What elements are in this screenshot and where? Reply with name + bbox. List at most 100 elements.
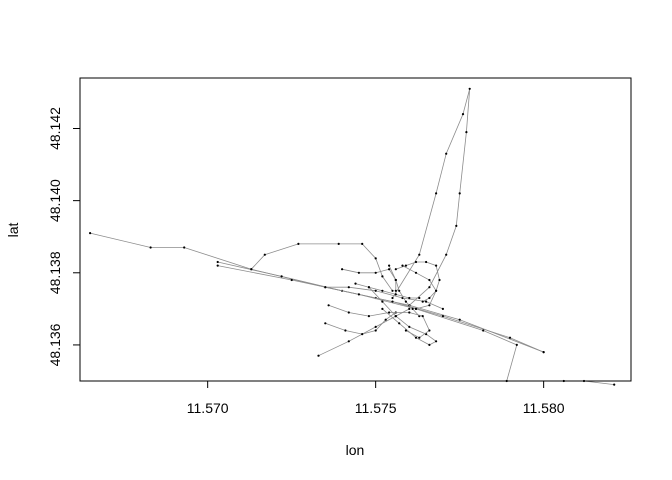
- data-point: [542, 351, 545, 354]
- series-line: [368, 286, 437, 346]
- data-point: [381, 307, 384, 310]
- x-tick-label: 11.575: [355, 400, 397, 416]
- data-point: [425, 300, 428, 303]
- data-point: [435, 192, 438, 195]
- data-point: [388, 268, 391, 271]
- data-point: [428, 296, 431, 300]
- y-tick-label: 48.142: [47, 107, 63, 150]
- data-point: [465, 131, 468, 134]
- data-point: [418, 253, 421, 256]
- series-13: [341, 268, 397, 292]
- y-tick-label: 48.138: [47, 251, 63, 294]
- data-point: [216, 264, 219, 267]
- data-point: [401, 264, 404, 267]
- data-point: [381, 275, 384, 278]
- data-point: [374, 289, 377, 292]
- data-point: [441, 315, 444, 318]
- data-point: [428, 304, 431, 307]
- data-point: [408, 307, 411, 310]
- data-point: [435, 289, 438, 292]
- data-point: [438, 278, 441, 282]
- data-point: [361, 242, 364, 245]
- data-point: [613, 383, 616, 386]
- data-point: [344, 329, 347, 332]
- data-point: [391, 296, 394, 300]
- y-axis: 48.136 48.138 48.140 48.142: [47, 107, 81, 366]
- y-tick-label: 48.140: [47, 179, 63, 222]
- data-point: [418, 336, 421, 339]
- series-4: [391, 87, 471, 307]
- data-point: [384, 318, 387, 321]
- data-point: [324, 322, 327, 325]
- data-point: [391, 300, 394, 303]
- data-point: [374, 325, 377, 328]
- x-axis-title: lon: [346, 442, 365, 458]
- data-point: [435, 264, 438, 267]
- data-point: [374, 329, 377, 332]
- data-point: [381, 289, 384, 292]
- data-point: [374, 257, 377, 260]
- data-point: [435, 340, 438, 343]
- data-point: [357, 293, 360, 296]
- data-point: [408, 296, 411, 300]
- data-point: [428, 278, 431, 282]
- data-point: [388, 311, 391, 314]
- data-point: [394, 278, 397, 282]
- data-point: [445, 152, 448, 155]
- data-point: [374, 271, 377, 274]
- data-point: [398, 289, 401, 292]
- data-point: [461, 113, 465, 116]
- data-point: [89, 232, 92, 235]
- series-line: [402, 265, 437, 310]
- series-layer: [89, 87, 616, 386]
- data-point: [367, 286, 370, 289]
- data-point: [482, 329, 485, 332]
- data-point: [508, 336, 512, 339]
- series-5: [250, 242, 394, 292]
- series-line: [325, 312, 397, 335]
- series-15: [401, 264, 438, 310]
- data-point: [394, 293, 397, 296]
- data-point: [455, 224, 458, 227]
- data-point: [441, 307, 444, 310]
- series-line: [217, 265, 615, 385]
- data-point: [280, 275, 283, 278]
- data-point: [458, 192, 461, 195]
- data-point: [388, 264, 391, 267]
- data-point: [297, 242, 300, 245]
- data-point: [347, 340, 350, 343]
- series-3: [216, 264, 616, 386]
- data-point: [149, 246, 152, 249]
- data-point: [324, 286, 327, 289]
- data-point: [428, 286, 431, 289]
- x-tick-label: 11.570: [187, 400, 229, 416]
- data-point: [428, 343, 431, 346]
- data-point: [408, 325, 411, 328]
- y-tick-label: 48.136: [47, 323, 63, 366]
- series-2: [216, 260, 545, 354]
- series-line: [392, 88, 471, 306]
- data-point: [391, 289, 394, 292]
- data-point: [347, 311, 350, 314]
- series-line: [325, 286, 444, 310]
- data-point: [394, 315, 397, 318]
- data-point: [183, 246, 186, 249]
- data-point: [425, 260, 428, 264]
- data-point: [414, 271, 418, 274]
- data-point: [421, 300, 424, 303]
- data-point: [394, 268, 397, 271]
- plot-frame: [79, 77, 632, 382]
- data-point: [414, 260, 418, 264]
- data-point: [354, 282, 357, 285]
- data-point: [404, 264, 407, 267]
- data-point: [341, 268, 344, 271]
- data-point: [404, 329, 407, 332]
- series-line: [342, 268, 397, 291]
- data-point: [361, 333, 364, 336]
- x-axis: 11.570 11.575 11.580: [187, 380, 565, 416]
- series-1: [89, 232, 545, 354]
- data-point: [515, 343, 518, 346]
- data-point: [428, 329, 431, 332]
- data-point: [381, 300, 384, 303]
- series-14: [354, 282, 421, 300]
